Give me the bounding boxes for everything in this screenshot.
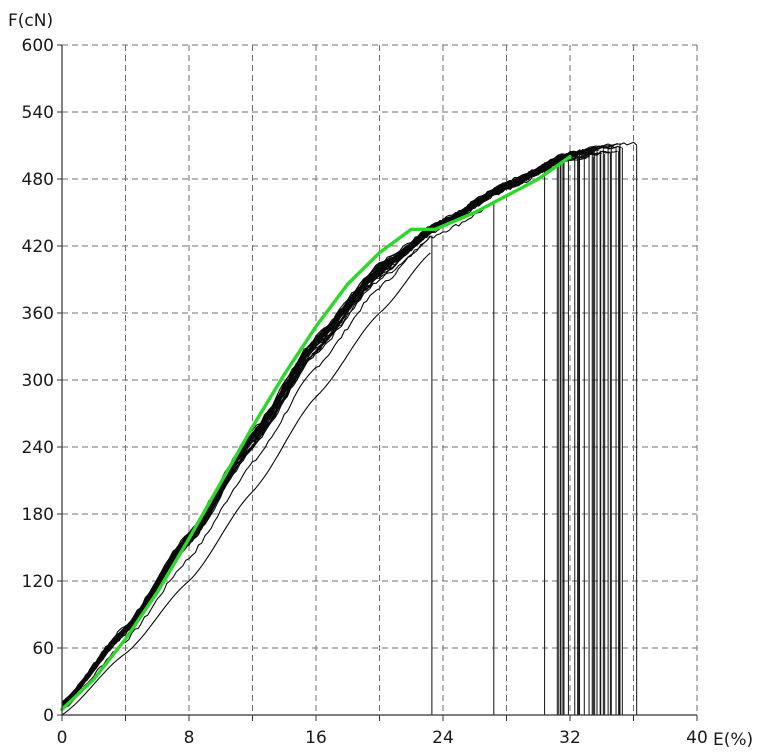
x-tick-label: 40: [686, 728, 708, 748]
specimen-curve: [61, 152, 580, 707]
specimen-curve: [61, 141, 638, 706]
y-tick-label: 540: [22, 103, 54, 123]
tick-labels: 0 8 16 24 32 40 0 60 120 180 240 300 360 420 480 540 600: [22, 36, 708, 748]
mean-curve-layer: [60, 155, 572, 712]
specimen-curve: [61, 146, 602, 707]
x-tick-label: 32: [559, 728, 581, 748]
x-tick-label: 16: [305, 728, 327, 748]
specimen-curve: [61, 157, 567, 708]
y-tick-label: 180: [22, 505, 54, 525]
specimen-curve: [61, 145, 618, 706]
y-tick-label: 60: [32, 639, 54, 659]
specimen-curve: [61, 157, 559, 703]
y-tick-label: 420: [22, 237, 54, 257]
specimen-curve: [61, 148, 599, 707]
specimen-curve: [61, 145, 622, 707]
y-tick-label: 120: [22, 572, 54, 592]
specimen-curves: [61, 141, 638, 716]
y-tick-label: 0: [43, 706, 54, 726]
specimen-curve: [61, 145, 615, 705]
x-axis-title: E(%): [713, 730, 753, 750]
x-tick-label: 8: [184, 728, 195, 748]
specimen-curve: [61, 150, 618, 703]
specimen-curve: [61, 142, 618, 705]
y-tick-label: 360: [22, 304, 54, 324]
specimen-curve: [61, 152, 583, 708]
y-axis-title: F(cN): [8, 11, 53, 31]
x-tick-label: 24: [432, 728, 454, 748]
y-tick-label: 600: [22, 36, 54, 56]
x-tick-label: 0: [57, 728, 68, 748]
y-tick-label: 300: [22, 371, 54, 391]
specimen-curve-lower: [61, 252, 431, 716]
specimen-curve: [61, 146, 609, 705]
y-tick-label: 480: [22, 170, 54, 190]
specimen-curve: [61, 145, 612, 708]
specimen-curve: [61, 155, 574, 707]
mean-curve: [60, 155, 572, 712]
specimen-curve: [61, 150, 610, 705]
specimen-curve: [61, 153, 598, 706]
specimen-curve: [61, 152, 575, 707]
grid-lines: [62, 44, 698, 715]
y-tick-label: 240: [22, 438, 54, 458]
